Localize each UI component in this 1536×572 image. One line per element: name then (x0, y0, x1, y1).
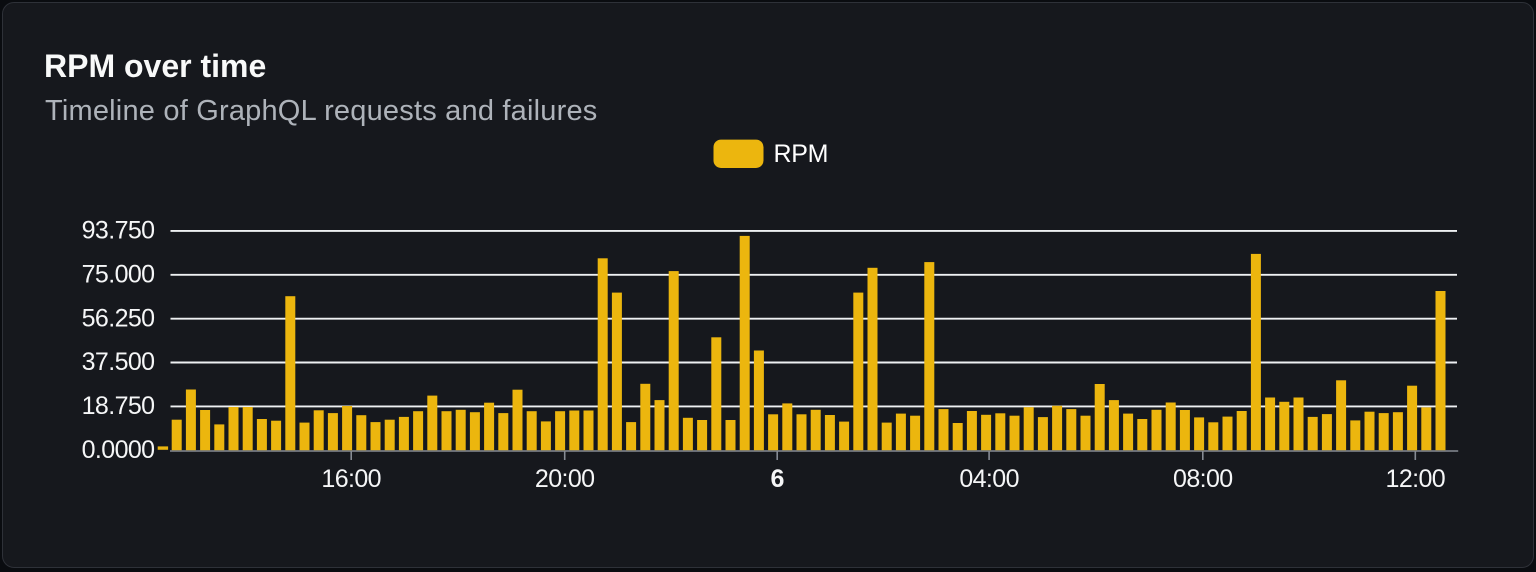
svg-text:56.250: 56.250 (82, 304, 155, 332)
svg-text:18.750: 18.750 (82, 392, 155, 420)
svg-text:6: 6 (771, 465, 784, 493)
svg-text:04:00: 04:00 (959, 465, 1019, 493)
svg-text:0.0000: 0.0000 (82, 436, 155, 464)
svg-text:08:00: 08:00 (1173, 465, 1233, 493)
svg-text:93.750: 93.750 (82, 217, 155, 245)
svg-text:75.000: 75.000 (82, 261, 155, 289)
svg-text:RPM: RPM (774, 140, 829, 168)
svg-text:12:00: 12:00 (1386, 465, 1446, 493)
svg-text:20:00: 20:00 (535, 465, 595, 493)
svg-text:37.500: 37.500 (82, 348, 155, 376)
svg-text:16:00: 16:00 (321, 465, 381, 493)
